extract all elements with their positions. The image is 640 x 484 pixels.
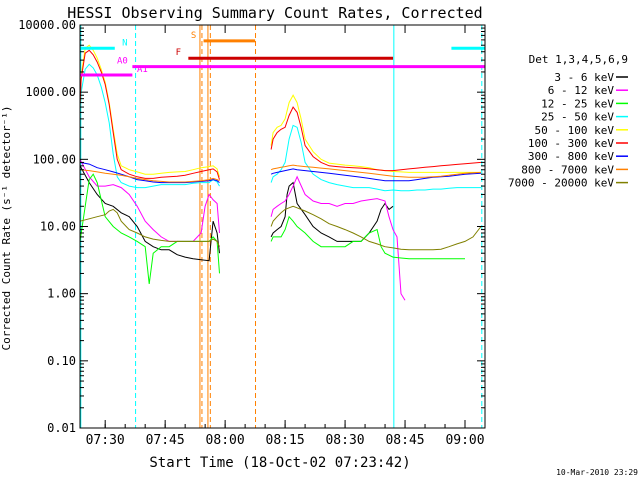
series-line: [79, 164, 482, 183]
x-tick-label: 09:00: [445, 433, 484, 448]
legend-label: 300 - 800 keV: [528, 150, 614, 163]
flag-label: A0: [117, 57, 128, 67]
flag-label: A1: [137, 65, 148, 75]
legend-label: 6 - 12 keV: [548, 84, 615, 97]
x-tick-label: 08:15: [266, 433, 305, 448]
y-tick-label: 10000.00: [18, 18, 76, 32]
y-tick-label: 1000.00: [25, 85, 76, 99]
x-tick-label: 08:30: [325, 433, 364, 448]
legend-title: Det 1,3,4,5,6,9: [529, 53, 628, 66]
legend-label: 100 - 300 keV: [528, 137, 614, 150]
legend-label: 800 - 7000 keV: [521, 163, 614, 176]
legend-label: 50 - 100 keV: [535, 124, 615, 137]
x-tick-label: 07:45: [146, 433, 185, 448]
series-line: [79, 49, 482, 180]
series-line: [79, 44, 481, 177]
x-axis: 07:30 07:45 08:00 08:15 08:30 08:45 09:00: [86, 25, 486, 448]
series-line: [79, 165, 394, 262]
footer-timestamp: 10-Mar-2010 23:29: [556, 468, 638, 477]
x-tick-label: 07:30: [86, 433, 125, 448]
legend-label: 25 - 50 keV: [541, 111, 614, 124]
series-line: [79, 63, 481, 192]
legend-label: 3 - 6 keV: [554, 71, 614, 84]
legend-label: 7000 - 20000 keV: [508, 177, 614, 190]
y-tick-label: 0.10: [47, 354, 76, 368]
x-axis-label: Start Time (18-Oct-02 07:23:42): [149, 455, 410, 471]
y-axis: 10000.00 1000.00 100.00 10.00 1.00 0.10 0.01: [18, 18, 485, 435]
legend-label: 12 - 25 keV: [541, 97, 614, 110]
flag-label: F: [176, 48, 181, 58]
x-tick-label: 08:45: [385, 433, 424, 448]
plot-area: N SF A0 A1: [79, 25, 485, 428]
y-tick-label: 0.01: [47, 421, 76, 435]
series-line: [79, 205, 482, 251]
plot-frame: [79, 24, 486, 429]
y-tick-label: 1.00: [47, 287, 76, 301]
y-axis-label: Corrected Count Rate (s⁻¹ detector⁻¹): [0, 105, 13, 350]
series-line: [79, 161, 482, 184]
x-tick-label: 08:00: [206, 433, 245, 448]
series-line: [79, 159, 406, 301]
flag-label: S: [191, 31, 196, 41]
chart-title: HESSI Observing Summary Count Rates, Cor…: [67, 4, 482, 22]
y-tick-label: 10.00: [40, 220, 76, 234]
y-tick-label: 100.00: [33, 152, 76, 166]
flag-label: N: [122, 38, 127, 48]
